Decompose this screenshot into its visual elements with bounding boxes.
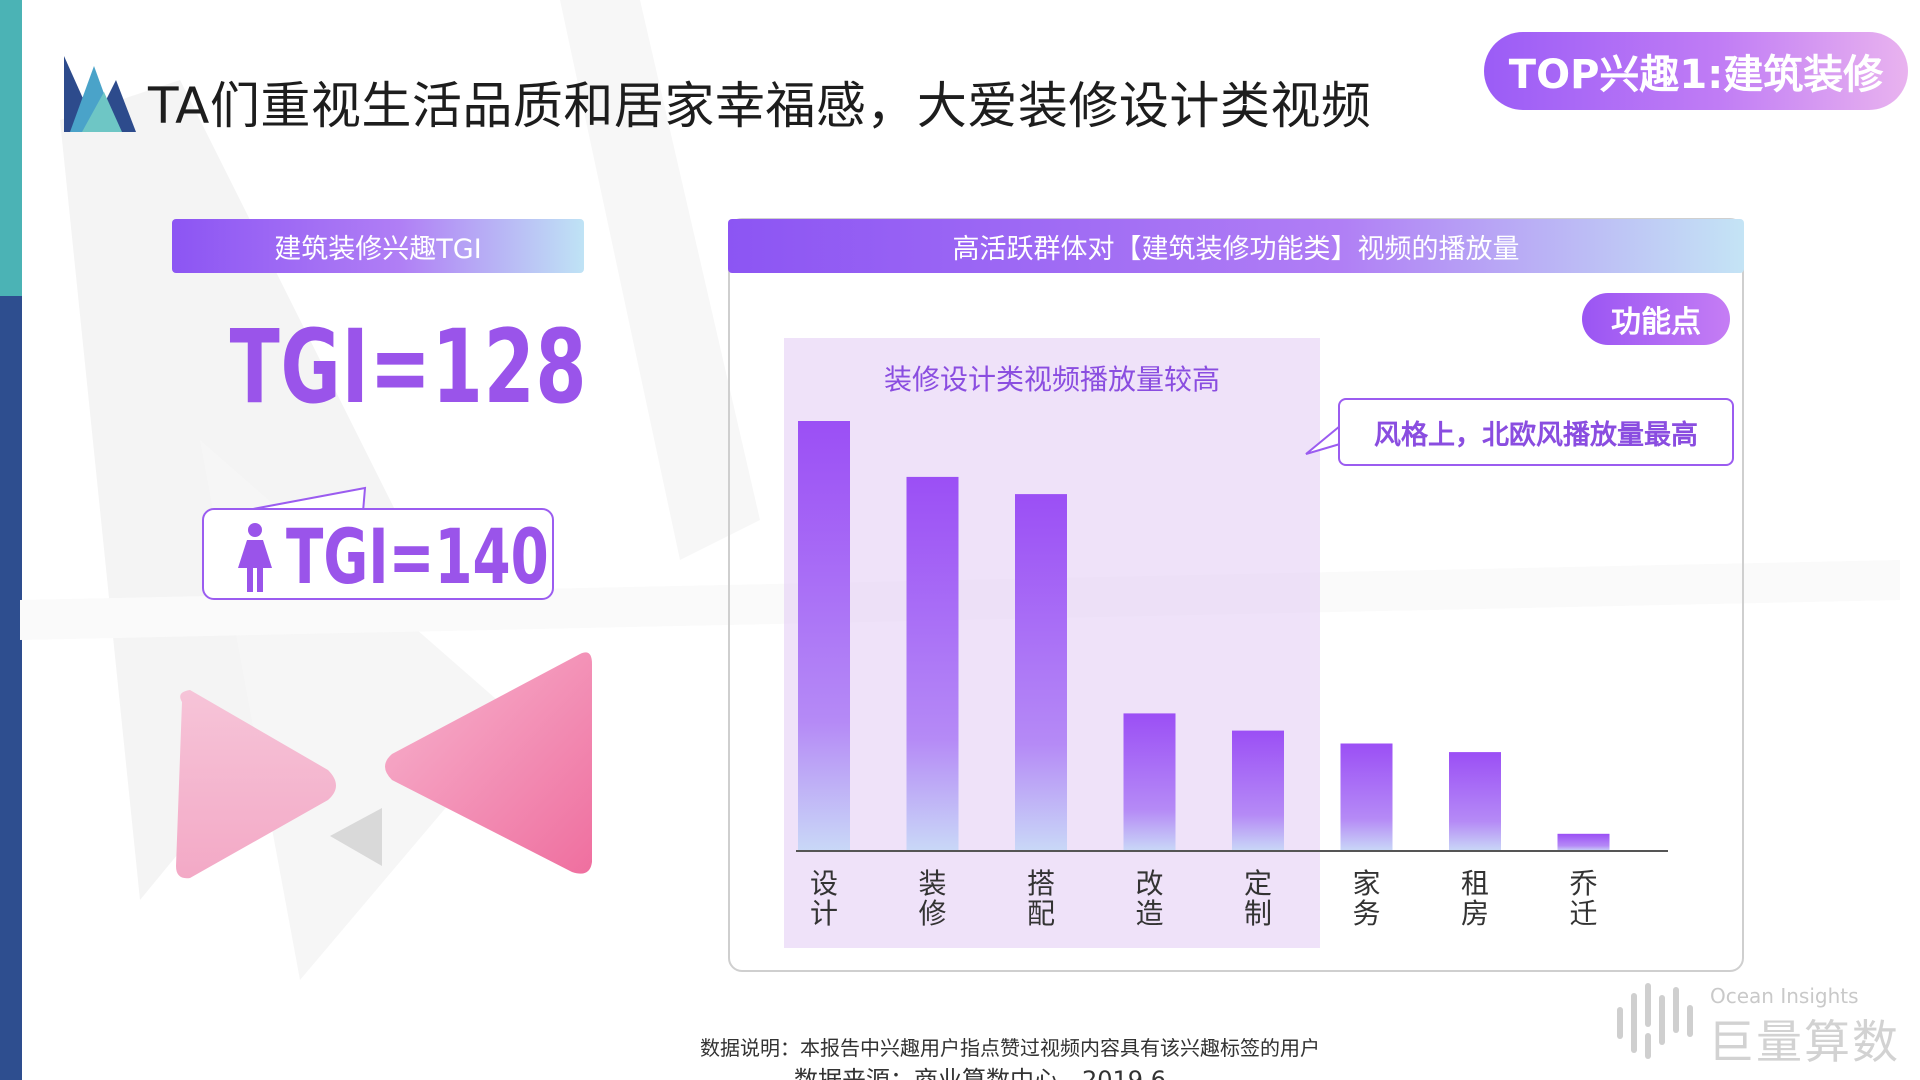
style-callout: 风格上，北欧风播放量最高	[1338, 398, 1734, 466]
brand-name-en: Ocean Insights	[1710, 984, 1859, 1008]
bar-3	[1123, 713, 1176, 851]
x-tick-label-7: 乔迁	[1569, 867, 1597, 930]
x-tick-label-4: 定制	[1244, 867, 1272, 930]
x-tick-label-3: 改造	[1135, 867, 1163, 930]
top-interest-badge: TOP兴趣1:建筑装修	[1484, 32, 1908, 110]
tgi-overall-value: TGI=128	[229, 308, 588, 427]
bar-6	[1449, 752, 1501, 851]
female-person-icon	[238, 523, 272, 592]
data-source: 数据来源：商业算数中心，2019.6	[794, 1066, 1166, 1080]
page-title: TA们重视生活品质和居家幸福感，大爱装修设计类视频	[148, 77, 1372, 135]
sidebar-bar-accent	[0, 0, 22, 296]
x-tick-label-0: 设计	[810, 867, 838, 930]
decorative-triangles	[176, 652, 592, 879]
x-tick-label-2: 搭配	[1027, 867, 1055, 930]
bar-chart: 设计 装修 搭配 改造 定制 家务 租房 乔迁	[796, 421, 1668, 930]
bar-1	[906, 476, 959, 851]
x-tick-label-6: 租房	[1461, 867, 1489, 930]
highlight-label: 装修设计类视频播放量较高	[883, 363, 1220, 396]
brand-name-cn: 巨量算数	[1708, 1015, 1900, 1069]
tgi-female-value: TGI=140	[286, 512, 549, 601]
x-tick-label-1: 装修	[918, 867, 946, 930]
chart-header: 高活跃群体对【建筑装修功能类】视频的播放量	[728, 219, 1744, 273]
callout-tail	[1305, 425, 1341, 455]
bar-0	[798, 421, 850, 851]
speech-bubble-tail	[236, 486, 367, 512]
audio-bars-logo-icon	[1617, 983, 1693, 1059]
bar-5	[1340, 743, 1393, 851]
x-tick-label-5: 家务	[1352, 867, 1380, 930]
feature-badge: 功能点	[1582, 293, 1730, 345]
tgi-panel-header: 建筑装修兴趣TGI	[172, 219, 584, 273]
bar-2	[1015, 494, 1067, 851]
data-note: 数据说明：本报告中兴趣用户指点赞过视频内容具有该兴趣标签的用户	[700, 1036, 1320, 1060]
report-logo-icon	[64, 56, 136, 132]
bar-4	[1232, 730, 1284, 851]
bar-7	[1557, 833, 1610, 851]
